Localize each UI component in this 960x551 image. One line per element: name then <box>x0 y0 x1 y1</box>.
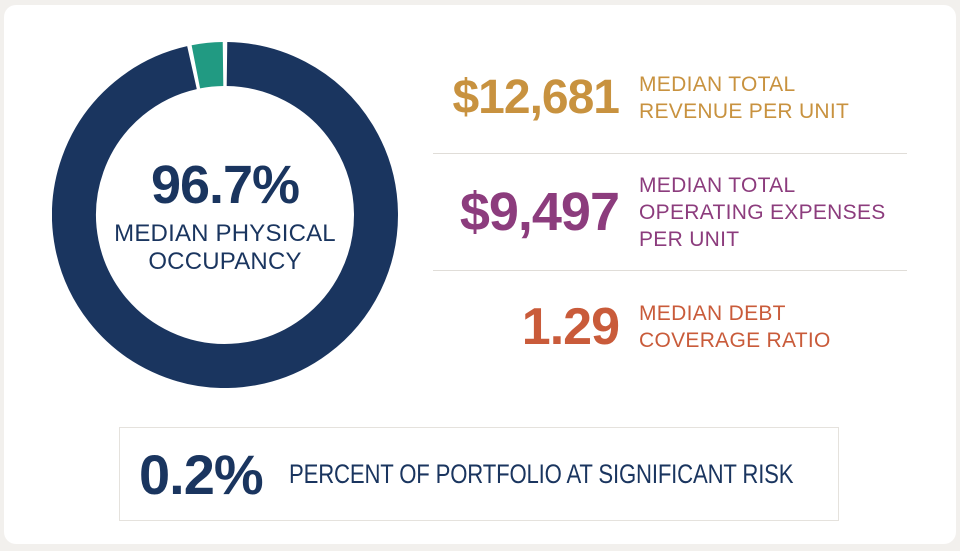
occupancy-label-line-1: MEDIAN PHYSICAL <box>114 220 336 247</box>
expenses-value-text: $9,497 <box>459 182 620 242</box>
debt-coverage-value: 1.29 <box>433 297 620 357</box>
stats-card: 96.7% MEDIAN PHYSICAL OCCUPANCY $12,681 … <box>4 5 956 544</box>
portfolio-risk-box: 0.2% PERCENT OF PORTFOLIO AT SIGNIFICANT… <box>119 427 839 521</box>
expenses-label: MEDIAN TOTAL OPERATING EXPENSES PER UNIT <box>639 172 886 253</box>
metric-row-revenue: $12,681 MEDIAN TOTAL REVENUE PER UNIT <box>433 42 907 153</box>
revenue-value: $12,681 <box>433 70 620 125</box>
revenue-label-line-1: MEDIAN TOTAL <box>639 72 796 96</box>
expenses-value: $9,497 <box>433 181 620 243</box>
occupancy-value: 96.7% <box>150 155 300 215</box>
expenses-label-line-3: PER UNIT <box>639 227 740 251</box>
expenses-label-line-1: MEDIAN TOTAL <box>639 173 796 197</box>
occupancy-donut-block: 96.7% MEDIAN PHYSICAL OCCUPANCY <box>52 42 398 388</box>
remainder-slice <box>191 42 224 89</box>
metric-row-expenses: $9,497 MEDIAN TOTAL OPERATING EXPENSES P… <box>433 153 907 270</box>
revenue-value-text: $12,681 <box>452 71 620 124</box>
expenses-label-line-2: OPERATING EXPENSES <box>639 200 886 224</box>
risk-label: PERCENT OF PORTFOLIO AT SIGNIFICANT RISK <box>288 458 794 489</box>
donut-center-text: 96.7% MEDIAN PHYSICAL OCCUPANCY <box>52 42 398 388</box>
occupancy-donut-chart <box>52 42 398 388</box>
debt-coverage-label-line-2: COVERAGE RATIO <box>639 328 831 352</box>
debt-coverage-label: MEDIAN DEBT COVERAGE RATIO <box>639 300 831 354</box>
metric-row-debt-coverage: 1.29 MEDIAN DEBT COVERAGE RATIO <box>433 270 907 382</box>
metric-list: $12,681 MEDIAN TOTAL REVENUE PER UNIT $9… <box>433 42 907 382</box>
revenue-label-line-2: REVENUE PER UNIT <box>639 99 850 123</box>
occupancy-label-line-2: OCCUPANCY <box>148 248 302 275</box>
revenue-label: MEDIAN TOTAL REVENUE PER UNIT <box>639 71 849 125</box>
debt-coverage-value-text: 1.29 <box>521 297 620 356</box>
debt-coverage-label-line-1: MEDIAN DEBT <box>639 301 786 325</box>
risk-value: 0.2% <box>139 442 264 506</box>
occupied-slice <box>52 42 398 388</box>
